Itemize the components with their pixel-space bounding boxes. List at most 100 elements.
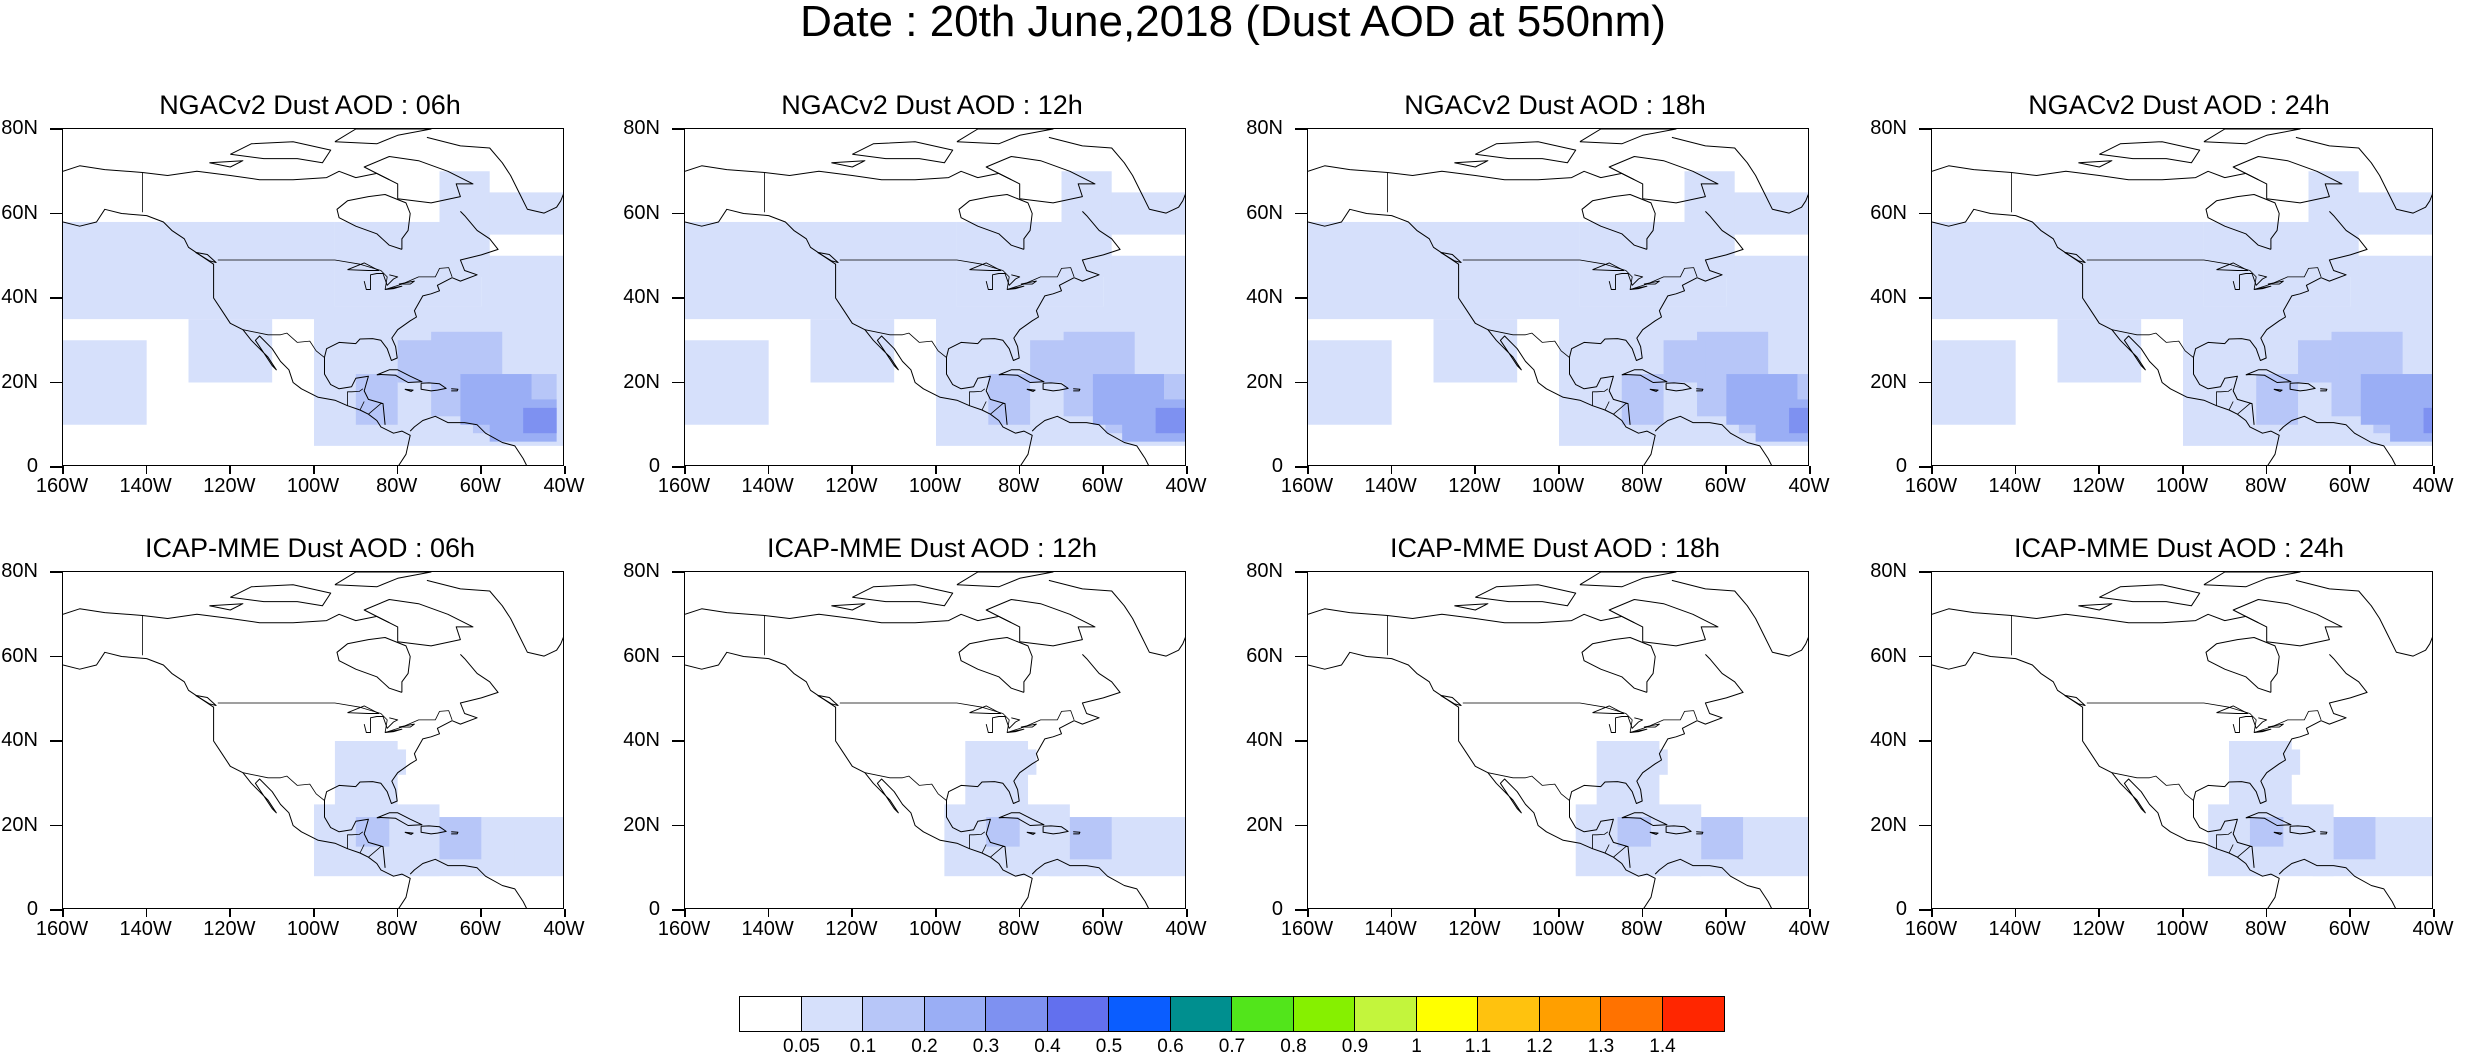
dust-aod-map	[684, 128, 1186, 466]
lat-tick-label: 60N	[1246, 644, 1283, 667]
lat-tick	[50, 381, 62, 383]
lat-tick	[672, 740, 684, 742]
lon-tick-label: 40W	[1788, 918, 1830, 940]
coastline	[1579, 572, 1677, 588]
coastline	[230, 584, 332, 607]
aod-shading-cell	[1433, 319, 1518, 383]
dust-aod-map	[1307, 571, 1809, 909]
lon-tick	[1725, 909, 1727, 917]
coastline	[195, 694, 217, 706]
map-panel-icapmme-24h: ICAP-MME Dust AOD : 24h 80N 60N 40N 20N 0 160W…	[1869, 533, 2466, 943]
lon-tick-label: 140W	[741, 475, 794, 497]
coastline	[230, 141, 332, 164]
lat-tick-label: 40N	[1870, 729, 1907, 751]
lat-tick-label: 80N	[1870, 117, 1907, 139]
colorbar-label: 0.2	[911, 1036, 938, 1057]
country-border	[2086, 259, 2322, 290]
lat-tick-label: 60N	[1, 201, 38, 224]
lat-tick	[672, 824, 684, 826]
lon-tick-label: 140W	[1364, 475, 1417, 497]
lon-tick-label: 100W	[1531, 475, 1585, 497]
coastline	[1932, 608, 2259, 624]
lon-tick-label: 120W	[2072, 475, 2125, 497]
lat-tick	[672, 571, 684, 573]
country-border	[217, 702, 453, 733]
coastline	[209, 160, 244, 168]
coastline	[426, 136, 563, 214]
country-border	[217, 259, 453, 290]
coastline	[956, 129, 1054, 145]
country-border	[1613, 846, 1628, 858]
coastline	[2203, 129, 2301, 145]
lon-tick	[480, 909, 482, 917]
coastline	[1048, 136, 1185, 214]
lon-tick-label: 160W	[657, 918, 711, 940]
lake-outline	[2254, 728, 2272, 733]
coastline	[998, 812, 1045, 826]
lon-tick-label: 140W	[1988, 918, 2041, 940]
country-border	[2228, 401, 2234, 411]
coastline	[1031, 415, 1149, 465]
coastline	[2320, 831, 2328, 835]
coastline	[1042, 382, 1069, 392]
lat-tick	[1295, 212, 1307, 214]
lon-tick-label: 40W	[2412, 918, 2454, 940]
lake-outline	[385, 728, 403, 733]
colorbar-label: 0.1	[849, 1036, 877, 1057]
lake-outline	[2267, 723, 2284, 728]
aod-shading-cell	[1030, 340, 1072, 383]
aod-shading-cell	[1621, 374, 1664, 425]
coastline	[2273, 388, 2283, 392]
coastline	[2099, 584, 2201, 607]
coastline	[1073, 388, 1081, 392]
aod-shading-cell	[810, 319, 895, 383]
lon-tick-label: 80W	[998, 475, 1040, 497]
coastline	[2078, 160, 2113, 168]
coastline	[2193, 211, 2368, 425]
coastline	[2064, 694, 2086, 706]
coastline	[1454, 603, 1489, 611]
coastline	[2320, 388, 2328, 392]
lon-tick	[1474, 466, 1476, 474]
lake-outline	[1007, 728, 1025, 733]
aod-shading-cell	[685, 340, 769, 425]
lon-tick-label: 60W	[1081, 918, 1123, 940]
lake-outline	[347, 262, 380, 271]
colorbar-label: 0.05	[783, 1036, 820, 1057]
aod-shading-cell	[439, 171, 490, 277]
coastline	[1569, 654, 1744, 868]
lon-tick	[2098, 909, 2100, 917]
lat-tick	[1295, 466, 1307, 468]
lon-tick-label: 60W	[1081, 475, 1123, 497]
aod-shading-cell	[1617, 817, 1652, 847]
country-border	[864, 772, 947, 801]
coastline	[2295, 579, 2432, 657]
lon-tick-label: 120W	[825, 918, 878, 940]
aod-shading-cell	[1932, 221, 2204, 320]
lake-outline	[363, 716, 399, 733]
lon-tick	[1307, 909, 1309, 917]
coastline	[2273, 831, 2283, 835]
coastline	[420, 382, 447, 392]
coastline	[2078, 603, 2113, 611]
lon-tick	[684, 466, 686, 474]
aod-shading-cell	[514, 833, 557, 868]
lon-tick	[1809, 466, 1811, 474]
aod-shading-cell	[1638, 749, 1668, 775]
lake-outline	[969, 262, 1002, 271]
coastline	[376, 812, 423, 826]
lat-tick	[1919, 655, 1931, 657]
lon-tick	[2182, 909, 2184, 917]
lon-tick-label: 40W	[543, 918, 585, 940]
colorbar-swatch	[1478, 997, 1540, 1031]
lat-tick-label: 80N	[623, 560, 660, 582]
lon-tick	[1558, 466, 1560, 474]
lat-tick	[672, 466, 684, 468]
colorbar-swatch	[740, 997, 802, 1031]
coastline	[1581, 637, 1656, 693]
coastline	[376, 369, 423, 383]
lon-tick-label: 80W	[2245, 475, 2287, 497]
aod-shading-cell	[1069, 817, 1112, 860]
country-border	[1487, 329, 1570, 358]
lon-tick-label: 120W	[1448, 918, 1501, 940]
